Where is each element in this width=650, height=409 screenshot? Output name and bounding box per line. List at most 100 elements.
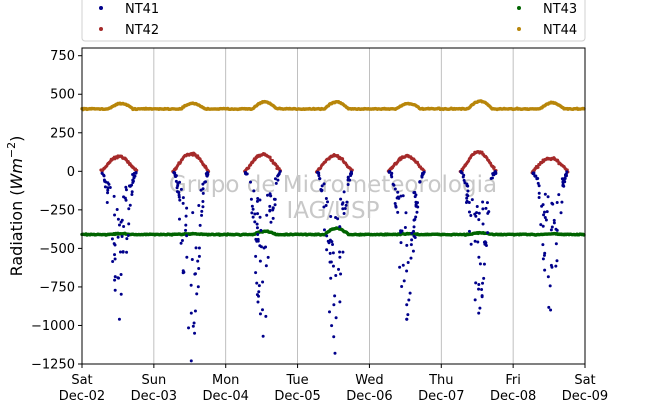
data-point: [193, 272, 197, 276]
data-point: [467, 210, 471, 214]
data-point: [103, 185, 107, 189]
data-point: [244, 172, 248, 176]
data-point: [329, 214, 333, 218]
data-point: [396, 210, 400, 214]
data-point: [401, 263, 405, 267]
x-tick-label-date: Dec-08: [490, 389, 536, 404]
data-point: [331, 264, 335, 268]
data-point: [124, 185, 128, 189]
data-point: [204, 172, 208, 176]
data-point: [543, 215, 547, 219]
data-point: [334, 215, 338, 219]
data-point: [328, 260, 332, 264]
data-point: [266, 255, 270, 259]
data-point: [547, 305, 551, 309]
y-label-exponent: −2: [5, 142, 18, 158]
data-point: [401, 194, 405, 198]
data-point: [550, 201, 554, 205]
data-point: [393, 202, 397, 206]
data-point: [108, 186, 112, 190]
data-point: [131, 179, 135, 183]
data-point: [130, 183, 134, 187]
data-point: [350, 172, 354, 176]
y-tick-label: 750: [50, 49, 75, 64]
data-point: [134, 171, 138, 175]
data-point: [475, 205, 479, 209]
data-point: [249, 197, 253, 201]
data-point: [265, 213, 269, 217]
data-point: [113, 253, 117, 257]
data-point: [555, 201, 559, 204]
data-point: [486, 231, 490, 235]
data-point: [410, 238, 414, 242]
data-point: [489, 177, 493, 180]
data-point: [482, 276, 486, 280]
y-tick-label: −1000: [31, 319, 75, 334]
legend-marker: [517, 6, 521, 10]
data-point: [197, 254, 201, 258]
data-point: [191, 211, 195, 215]
data-point: [271, 158, 275, 162]
data-point: [394, 205, 398, 209]
data-point: [555, 259, 559, 263]
data-point: [179, 187, 183, 191]
data-point: [531, 171, 535, 175]
data-point: [416, 205, 420, 209]
data-point: [559, 211, 563, 215]
data-point: [324, 196, 328, 200]
data-point: [191, 324, 195, 328]
data-point: [184, 214, 188, 218]
data-point: [172, 170, 176, 174]
data-point: [396, 190, 400, 194]
data-point: [257, 284, 261, 288]
data-point: [106, 188, 110, 192]
data-point: [185, 234, 189, 238]
data-point: [266, 193, 270, 197]
x-tick-label-date: Dec-02: [59, 389, 105, 404]
data-point: [400, 285, 404, 289]
data-point: [133, 174, 137, 178]
data-point: [343, 206, 347, 210]
data-point: [481, 207, 485, 211]
data-point: [201, 191, 205, 195]
data-point: [256, 300, 260, 304]
data-point: [174, 179, 178, 183]
y-label-unit: Wm: [7, 158, 26, 189]
data-point: [469, 214, 473, 218]
y-axis-label: Radiation (Wm−2): [5, 136, 26, 277]
y-label-close: ): [7, 136, 26, 142]
data-point: [465, 193, 469, 197]
data-point: [492, 165, 496, 169]
legend-label: NT42: [125, 23, 159, 38]
data-point: [102, 174, 106, 178]
data-point: [399, 241, 403, 245]
data-point: [121, 250, 125, 254]
data-point: [181, 196, 185, 200]
data-point: [317, 174, 321, 178]
data-point: [173, 173, 177, 177]
data-point: [126, 234, 130, 238]
data-point: [110, 237, 114, 241]
x-tick-label-day: Mon: [212, 373, 239, 388]
y-tick-label: −250: [39, 203, 75, 218]
data-point: [117, 223, 121, 227]
x-tick-label-date: Dec-09: [562, 389, 608, 404]
data-point: [549, 308, 553, 312]
data-point: [179, 241, 183, 245]
data-point: [326, 200, 330, 204]
legend: NT41 NT42 NT43 NT44: [81, 0, 586, 42]
data-point: [485, 201, 489, 205]
data-point: [415, 210, 419, 214]
data-point: [557, 193, 561, 197]
data-point: [407, 298, 411, 302]
data-point: [398, 265, 402, 269]
data-point: [198, 223, 202, 227]
data-point: [255, 199, 259, 203]
data-point: [541, 224, 545, 228]
y-tick-label: 250: [50, 126, 75, 141]
data-point: [177, 195, 181, 199]
data-point: [330, 324, 334, 328]
data-point: [481, 222, 485, 226]
data-point: [412, 234, 416, 238]
